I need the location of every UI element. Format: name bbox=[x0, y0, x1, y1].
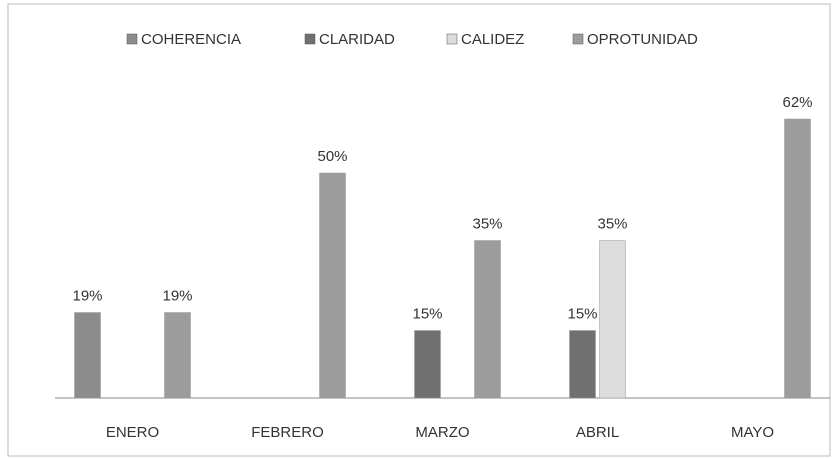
bar bbox=[319, 172, 346, 399]
x-tick-label: ENERO bbox=[106, 424, 159, 441]
bar bbox=[164, 312, 191, 399]
data-label: 35% bbox=[472, 215, 502, 232]
x-tick-label: ABRIL bbox=[576, 424, 619, 441]
bar bbox=[784, 118, 811, 399]
data-label: 19% bbox=[162, 287, 192, 304]
legend-label: OPROTUNIDAD bbox=[587, 31, 698, 48]
legend-label: CALIDEZ bbox=[461, 31, 524, 48]
legend-label: COHERENCIA bbox=[141, 31, 241, 48]
x-tick-label: MARZO bbox=[415, 424, 469, 441]
data-label: 62% bbox=[782, 94, 812, 111]
data-label: 15% bbox=[412, 305, 442, 322]
bar bbox=[599, 240, 626, 399]
legend-swatch bbox=[126, 33, 138, 45]
data-label: 15% bbox=[567, 305, 597, 322]
legend-swatch bbox=[446, 33, 458, 45]
legend-label: CLARIDAD bbox=[319, 31, 395, 48]
data-label: 50% bbox=[317, 148, 347, 165]
data-label: 19% bbox=[72, 287, 102, 304]
legend-swatch bbox=[304, 33, 316, 45]
data-label: 35% bbox=[597, 215, 627, 232]
x-tick-label: MAYO bbox=[731, 424, 774, 441]
bar bbox=[414, 330, 441, 399]
bar bbox=[474, 240, 501, 399]
x-tick-label: FEBRERO bbox=[251, 424, 324, 441]
bar bbox=[569, 330, 596, 399]
bar bbox=[74, 312, 101, 399]
legend-swatch bbox=[572, 33, 584, 45]
